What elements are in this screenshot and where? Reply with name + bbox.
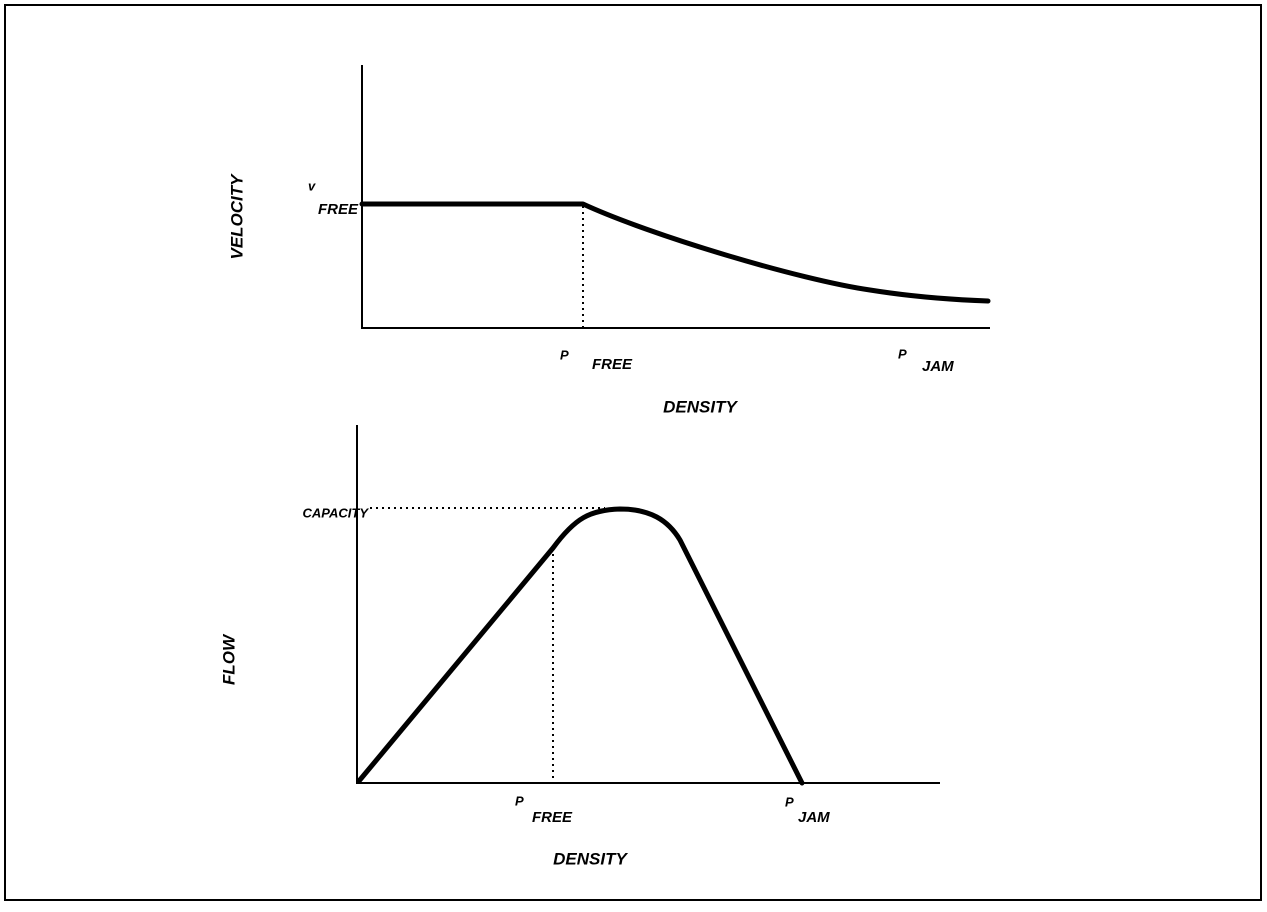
subscript: FREE — [532, 809, 573, 826]
velocity-curve — [359, 201, 991, 304]
symbol: P — [898, 346, 907, 361]
x-axis-label: DENSITY — [663, 397, 738, 416]
y-axis-label: VELOCITY — [227, 173, 246, 260]
flow-curve — [356, 506, 805, 786]
symbol: P — [515, 793, 524, 808]
symbol: v — [308, 178, 316, 193]
subscript: JAM — [798, 809, 830, 826]
axes — [356, 425, 940, 784]
subscript: JAM — [922, 358, 954, 375]
subscript: FREE — [592, 356, 633, 373]
capacity-label: CAPACITY — [303, 505, 370, 520]
symbol: P — [785, 794, 794, 809]
flow-panel: FLOW CAPACITY P FREE P JAM DENSITY — [219, 425, 940, 868]
frame — [4, 4, 1262, 901]
symbol: P — [560, 347, 569, 362]
y-axis-label: FLOW — [219, 633, 238, 685]
velocity-panel: VELOCITY v FREE P FREE P JAM DENSITY — [227, 65, 991, 416]
subscript: FREE — [318, 201, 359, 218]
x-axis-label: DENSITY — [553, 849, 628, 868]
axes — [361, 65, 990, 329]
